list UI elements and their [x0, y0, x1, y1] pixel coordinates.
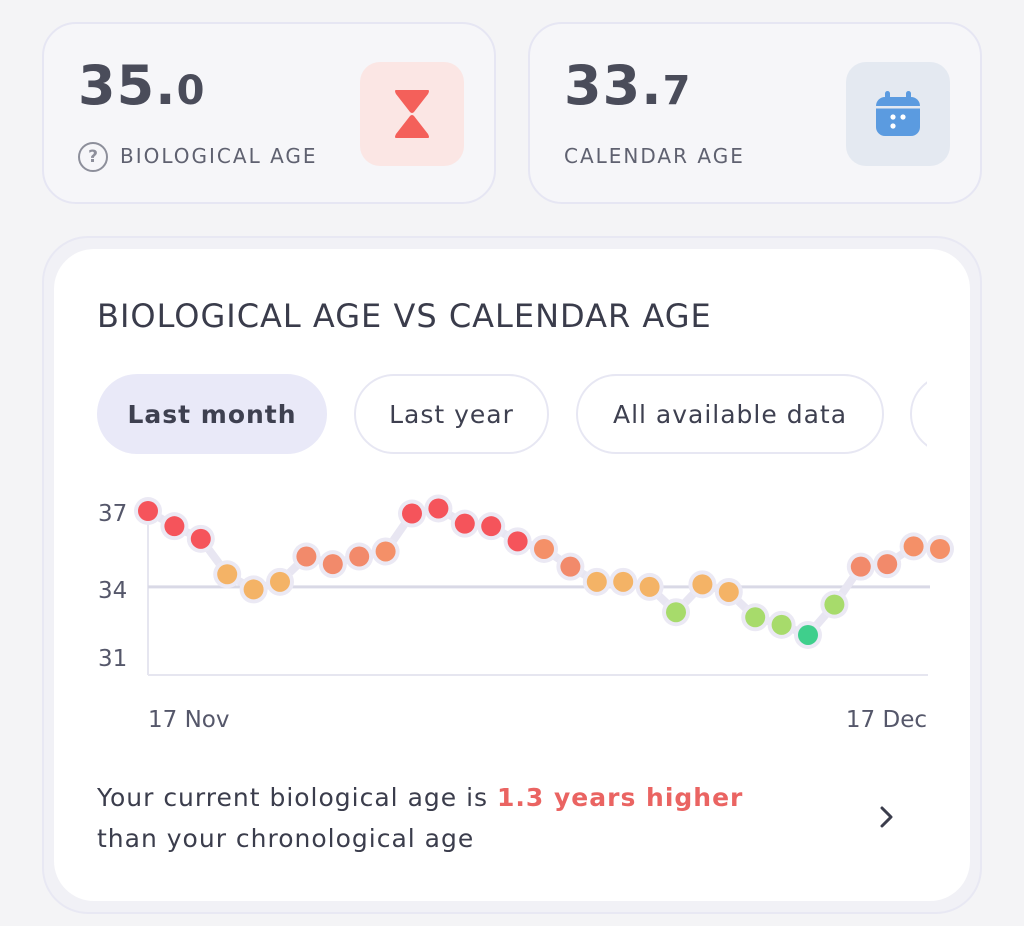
data-point[interactable]: [639, 576, 660, 597]
chart-title: BIOLOGICAL AGE VS CALENDAR AGE: [97, 297, 712, 335]
y-tick-label: 34: [98, 578, 127, 604]
data-point[interactable]: [771, 614, 792, 635]
y-tick-label: 31: [98, 646, 127, 672]
hourglass-icon-tile: [360, 62, 464, 166]
age-summary-text: Your current biological age is 1.3 years…: [97, 777, 817, 859]
data-point[interactable]: [507, 531, 528, 552]
data-point[interactable]: [718, 581, 739, 602]
data-point[interactable]: [850, 556, 871, 577]
data-point[interactable]: [824, 594, 845, 615]
data-point[interactable]: [798, 624, 818, 645]
filter-last-month[interactable]: Last month: [97, 374, 327, 454]
biological-age-card[interactable]: 35.0 ? BIOLOGICAL AGE: [42, 22, 496, 204]
data-point[interactable]: [402, 503, 422, 524]
data-point[interactable]: [560, 556, 581, 577]
data-point[interactable]: [903, 536, 924, 557]
summary-prefix: Your current biological age is: [97, 783, 498, 812]
data-point[interactable]: [877, 554, 898, 575]
biological-age-label: BIOLOGICAL AGE: [120, 144, 318, 168]
hourglass-icon: [395, 90, 429, 138]
data-point[interactable]: [270, 571, 290, 592]
filter-last-year[interactable]: Last year: [354, 374, 549, 454]
x-tick-label-end: 17 Dec: [846, 707, 927, 733]
bio-vs-calendar-card: BIOLOGICAL AGE VS CALENDAR AGE Last mont…: [54, 249, 970, 901]
data-point[interactable]: [349, 546, 370, 567]
biological-age-value: 35.0: [78, 54, 206, 117]
calendar-age-value: 33.7: [564, 54, 692, 117]
data-point[interactable]: [138, 501, 158, 521]
data-point[interactable]: [613, 571, 634, 592]
time-range-filters: Last month Last year All available data: [97, 374, 927, 454]
data-point[interactable]: [692, 574, 713, 595]
calendar-age-label: CALENDAR AGE: [564, 144, 745, 168]
x-tick-label-start: 17 Nov: [148, 707, 229, 733]
data-point[interactable]: [745, 607, 766, 628]
data-point[interactable]: [243, 579, 264, 600]
data-point[interactable]: [428, 498, 449, 519]
calendar-age-card[interactable]: 33.7 CALENDAR AGE: [528, 22, 982, 204]
biological-age-series-line: [144, 504, 944, 639]
calendar-icon: [876, 91, 920, 136]
data-point[interactable]: [296, 546, 317, 567]
calendar-icon-tile: [846, 62, 950, 166]
data-point[interactable]: [534, 538, 554, 559]
data-point[interactable]: [190, 528, 211, 549]
filter-all-available-data[interactable]: All available data: [576, 374, 884, 454]
y-tick-label: 37: [98, 501, 127, 527]
data-point[interactable]: [217, 564, 238, 585]
data-point[interactable]: [375, 541, 396, 562]
data-point[interactable]: [322, 554, 343, 575]
biological-age-chart: 37 34 31 17 Nov 17 Dec: [98, 494, 954, 733]
data-point[interactable]: [164, 516, 185, 537]
question-circle-icon[interactable]: ?: [78, 142, 108, 172]
chevron-right-icon[interactable]: [874, 802, 900, 832]
data-point[interactable]: [930, 538, 950, 559]
data-points: [134, 494, 954, 649]
data-point[interactable]: [666, 602, 686, 623]
data-point[interactable]: [454, 513, 475, 534]
summary-highlight: 1.3 years higher: [497, 783, 744, 812]
summary-suffix: than your chronological age: [97, 824, 475, 853]
data-point[interactable]: [586, 571, 607, 592]
data-point[interactable]: [481, 516, 502, 537]
